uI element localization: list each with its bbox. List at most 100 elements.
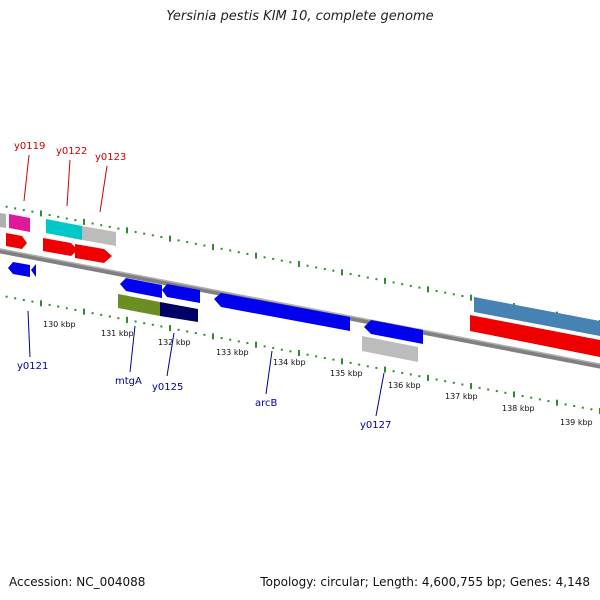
minor-tick (392, 370, 395, 373)
minor-tick (280, 259, 283, 262)
minor-tick (151, 323, 154, 326)
kbp-label: 139 kbp (560, 418, 593, 427)
major-tick (427, 286, 429, 293)
minor-tick (452, 293, 455, 296)
minor-tick (5, 295, 8, 298)
minor-tick (358, 274, 361, 277)
gene-feature (31, 264, 36, 277)
gene-label: y0125 (152, 382, 183, 393)
gene-feature (9, 214, 30, 232)
minor-tick (57, 215, 60, 218)
minor-tick (100, 224, 103, 227)
gene-label: arcB (255, 398, 278, 409)
reverse-features (8, 262, 423, 362)
major-tick (341, 358, 343, 365)
minor-tick (409, 284, 412, 287)
minor-tick (246, 342, 249, 345)
minor-tick (366, 365, 369, 368)
minor-tick (48, 214, 51, 217)
major-tick (255, 341, 257, 348)
major-tick (341, 269, 343, 276)
minor-tick (323, 357, 326, 359)
minor-tick (186, 330, 189, 333)
gene-label: mtgA (115, 376, 142, 387)
minor-tick (143, 232, 146, 235)
minor-tick (461, 295, 464, 297)
gene-feature (43, 238, 78, 256)
gene-feature (46, 219, 82, 240)
minor-tick (315, 266, 318, 269)
minor-tick (315, 355, 318, 358)
minor-tick (590, 408, 593, 411)
major-tick (126, 316, 128, 323)
minor-tick (280, 348, 283, 351)
minor-tick (229, 338, 232, 341)
minor-tick (220, 247, 223, 250)
minor-tick (237, 251, 240, 254)
minor-tick (401, 283, 404, 286)
major-tick (40, 210, 42, 217)
major-tick (255, 252, 257, 259)
gene-label: y0122 (56, 146, 87, 157)
major-tick (126, 227, 128, 234)
minor-tick (581, 406, 584, 409)
minor-tick (306, 353, 309, 356)
gene-feature (474, 297, 600, 336)
minor-tick (194, 242, 197, 245)
minor-tick (375, 366, 378, 369)
minor-tick (444, 380, 447, 383)
minor-tick (349, 361, 352, 364)
minor-tick (31, 210, 34, 213)
minor-tick (31, 300, 34, 303)
minor-tick (272, 347, 275, 349)
minor-tick (452, 381, 455, 384)
major-tick (169, 235, 171, 242)
minor-tick (547, 400, 550, 403)
minor-tick (564, 403, 567, 406)
minor-tick (272, 257, 275, 260)
minor-tick (177, 328, 180, 331)
minor-tick (74, 308, 77, 311)
minor-tick (65, 217, 68, 220)
minor-tick (504, 391, 507, 394)
minor-tick (289, 350, 292, 353)
major-tick (470, 294, 472, 301)
major-tick (384, 277, 386, 284)
minor-tick (117, 317, 120, 320)
minor-tick (349, 273, 352, 276)
gene-feature (470, 315, 600, 357)
major-tick (83, 308, 85, 315)
minor-tick (306, 264, 309, 267)
minor-tick (521, 395, 524, 398)
minor-tick (57, 305, 60, 308)
gene-feature (118, 294, 160, 316)
minor-tick (203, 333, 206, 336)
major-tick (40, 300, 42, 307)
gene-feature (160, 302, 198, 322)
minor-tick (263, 256, 266, 259)
minor-tick (203, 244, 206, 247)
forward-features (0, 213, 600, 357)
accession-text: Accession: NC_004088 (9, 575, 146, 589)
minor-tick (65, 307, 68, 310)
kbp-label: 138 kbp (502, 404, 535, 413)
minor-tick (358, 363, 361, 366)
inner-dotted-ruler (5, 295, 600, 414)
kbp-label: 137 kbp (445, 392, 478, 401)
major-tick (212, 333, 214, 340)
minor-tick (134, 231, 137, 233)
minor-tick (530, 396, 533, 399)
minor-tick (151, 234, 154, 237)
minor-tick (22, 209, 25, 212)
major-tick (212, 244, 214, 251)
gene-feature (0, 213, 6, 228)
minor-tick (366, 276, 369, 279)
gene-feature (364, 320, 423, 344)
minor-tick (409, 373, 412, 376)
minor-tick (246, 252, 249, 255)
minor-tick (14, 297, 17, 300)
major-tick (298, 261, 300, 267)
minor-tick (323, 268, 326, 271)
gene-feature (162, 284, 200, 303)
